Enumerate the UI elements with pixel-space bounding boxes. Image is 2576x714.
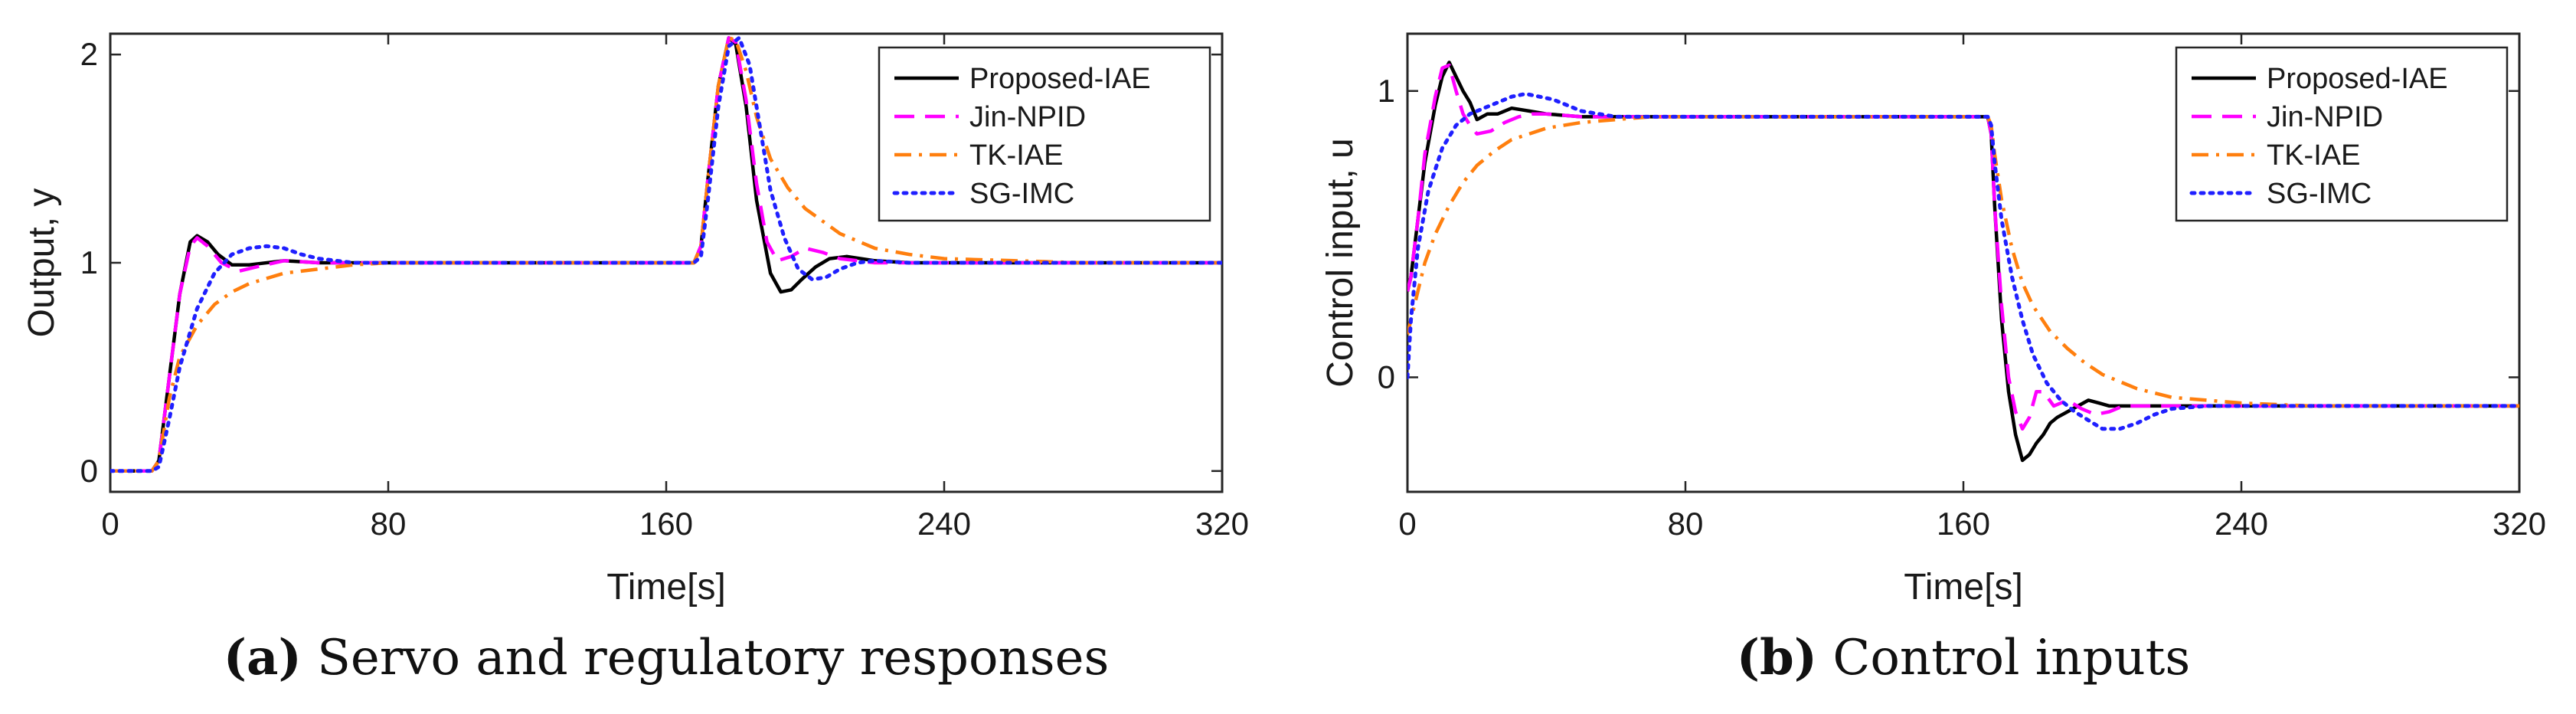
y-axis-label-b: Control input, u (1320, 138, 1361, 388)
x-tick-label-a-4: 320 (1195, 506, 1249, 542)
legend-label-b-3: SG-IMC (2267, 178, 2372, 210)
x-tick-label-b-2: 160 (1937, 506, 1990, 542)
legend-label-a-1: Jin-NPID (969, 101, 1086, 133)
y-tick-label-b-1: 1 (1378, 73, 1395, 109)
x-tick-label-b-4: 320 (2493, 506, 2546, 542)
x-tick-label-b-1: 80 (1668, 506, 1704, 542)
series-line-a-jin-npid (110, 36, 1222, 473)
y-tick-label-a-2: 2 (80, 36, 98, 72)
y-tick-label-b-0: 0 (1378, 359, 1395, 395)
y-axis-label-a: Output, y (21, 188, 62, 338)
y-tick-label-a-1: 1 (80, 244, 98, 280)
x-ticks-a: 0 80 160 240 320 (101, 34, 1249, 542)
series-layer-b (1407, 61, 2519, 463)
caption-label-a: (a) (224, 629, 302, 686)
x-axis-label-b: Time[s] (1904, 567, 2023, 608)
x-tick-label-a-1: 80 (371, 506, 407, 542)
y-ticks-b: 01 (1378, 73, 2519, 395)
series-line-a-sg-imc (110, 35, 1222, 473)
chart-panel-a: 0 80 160 240 320 0 1 2 Time[s] Output, y Propo… (21, 32, 1249, 686)
legend-label-b-0: Proposed-IAE (2267, 63, 2448, 95)
x-tick-label-a-2: 160 (639, 506, 693, 542)
series-layer-a (110, 35, 1222, 473)
x-ticks-b: 0 80 160 240 320 (1398, 34, 2546, 542)
legend-label-a-0: Proposed-IAE (969, 63, 1151, 95)
legend-label-b-2: TK-IAE (2267, 139, 2360, 172)
series-line-a-tk-iae (110, 36, 1222, 473)
legend-label-a-2: TK-IAE (969, 139, 1063, 172)
y-ticks-a: 0 1 2 (80, 36, 1222, 489)
chart-panel-b: 0 80 160 240 320 01 Time[s] Control input, u… (1320, 32, 2546, 686)
caption-text-b: Control inputs (1832, 630, 2190, 686)
y-tick-label-a-0: 0 (80, 453, 98, 489)
legend-a: Proposed-IAE Jin-NPID TK-IAE SG-IMC (878, 46, 1211, 222)
series-line-b-sg-imc (1407, 92, 2519, 431)
caption-a: (a) Servo and regulatory responses (224, 629, 1110, 686)
legend-b: Proposed-IAE Jin-NPID TK-IAE SG-IMC (2175, 46, 2509, 222)
x-tick-label-a-3: 240 (917, 506, 971, 542)
caption-b: (b) Control inputs (1737, 629, 2190, 686)
x-tick-label-b-3: 240 (2215, 506, 2268, 542)
legend-label-a-3: SG-IMC (969, 178, 1074, 210)
caption-label-b: (b) (1737, 629, 1817, 686)
legend-box-a (878, 46, 1211, 222)
caption-text-a: Servo and regulatory responses (317, 630, 1109, 686)
legend-label-b-1: Jin-NPID (2267, 101, 2383, 133)
x-tick-label-b-0: 0 (1398, 506, 1416, 542)
x-tick-label-a-0: 0 (101, 506, 119, 542)
x-axis-label-a: Time[s] (606, 567, 726, 608)
